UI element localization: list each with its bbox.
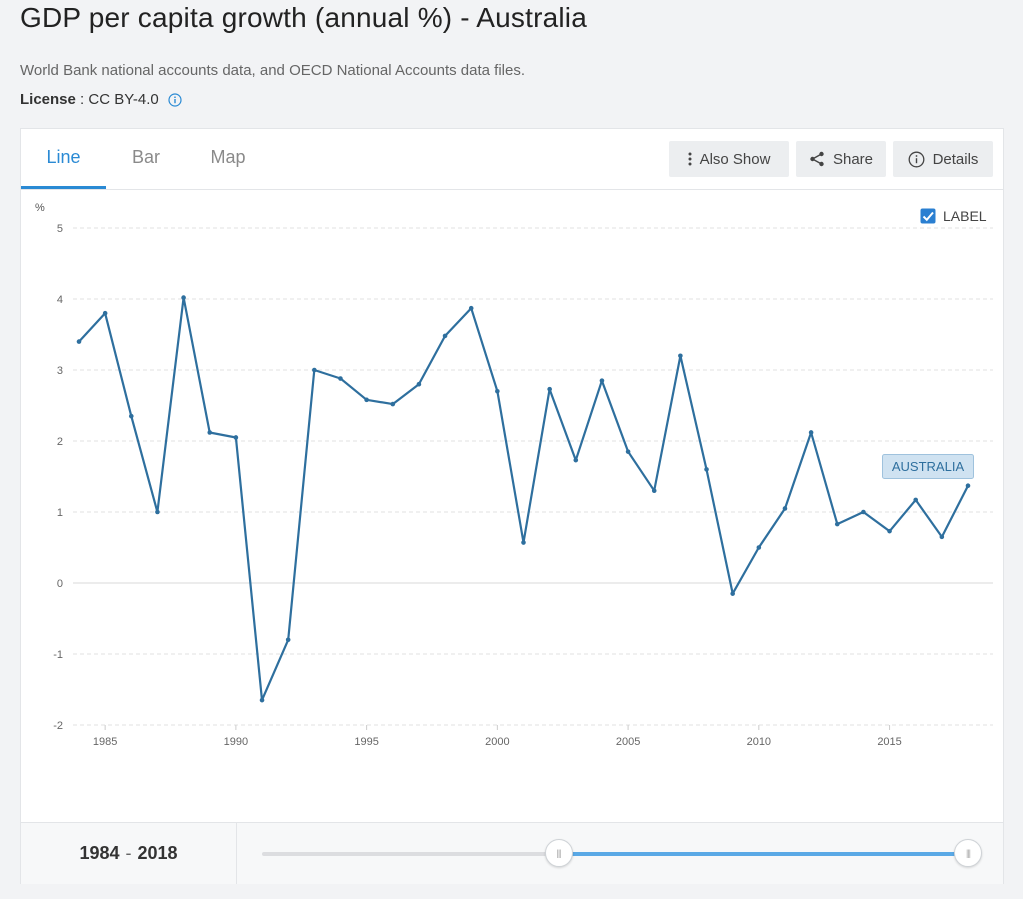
data-point[interactable] <box>678 353 683 359</box>
grid-layer <box>73 227 993 726</box>
share-button[interactable]: Share <box>796 141 886 177</box>
share-label: Share <box>832 150 874 168</box>
data-point[interactable] <box>233 435 239 440</box>
label-checkbox[interactable] <box>920 208 936 224</box>
data-point[interactable] <box>128 413 134 419</box>
y-tick-label: -1 <box>53 649 63 661</box>
label-toggle-text: LABEL <box>943 208 987 224</box>
data-point[interactable] <box>364 397 369 403</box>
series-end-label: AUSTRALIA <box>882 454 974 479</box>
data-point[interactable] <box>861 509 866 515</box>
y-tick-label: 5 <box>57 223 63 235</box>
data-point[interactable] <box>965 483 971 489</box>
license-label: License <box>20 91 76 108</box>
data-point[interactable] <box>573 457 579 463</box>
y-tick-label: 1 <box>57 507 63 519</box>
data-points <box>76 295 971 703</box>
details-label: Details <box>932 150 979 168</box>
chart-tab-bar: Line Bar Map Also Show Share Details <box>21 129 1003 190</box>
data-point[interactable] <box>521 540 526 545</box>
data-point[interactable] <box>259 697 265 703</box>
data-point[interactable] <box>730 591 735 596</box>
also-show-label: Also Show <box>699 150 771 168</box>
y-tick-label: 0 <box>57 578 63 590</box>
range-start-handle[interactable]: ||| <box>544 839 573 867</box>
x-tick-label: 2005 <box>616 736 640 748</box>
y-tick-label: 2 <box>57 436 63 448</box>
data-point[interactable] <box>939 534 945 540</box>
data-point[interactable] <box>599 378 605 383</box>
x-tick-label: 2015 <box>877 736 901 748</box>
x-tick-label: 1985 <box>93 736 117 748</box>
tab-map[interactable]: Map <box>210 147 246 167</box>
tab-bar[interactable]: Bar <box>131 147 160 167</box>
data-point[interactable] <box>704 467 709 472</box>
data-point[interactable] <box>625 449 631 454</box>
data-point[interactable] <box>207 430 213 435</box>
data-point[interactable] <box>285 637 291 643</box>
data-point[interactable] <box>312 367 317 373</box>
y-tick-label: -2 <box>53 720 63 732</box>
range-slider-selection[interactable] <box>558 852 968 856</box>
source-note: World Bank national accounts data, and O… <box>20 62 526 79</box>
y-tick-labels: 5 4 3 2 1 0 -1 -2 <box>53 223 63 732</box>
range-start: 1984 <box>79 843 120 863</box>
y-axis-unit-label: % <box>35 202 45 214</box>
data-point[interactable] <box>495 389 500 394</box>
page-title: GDP per capita growth (annual %) - Austr… <box>20 2 587 33</box>
also-show-button[interactable]: Also Show <box>669 141 789 177</box>
range-display: 1984 - 2018 <box>21 823 237 884</box>
license-line: License : CC BY-4.0 <box>20 91 182 108</box>
data-point[interactable] <box>442 333 448 339</box>
range-end-handle[interactable]: ||| <box>954 839 982 867</box>
data-point[interactable] <box>913 497 919 503</box>
more-vertical-icon <box>688 152 692 166</box>
range-footer: 1984 - 2018 ||| ||| <box>21 822 1003 884</box>
share-icon <box>810 151 824 167</box>
x-tick-label: 2010 <box>747 736 771 748</box>
data-point[interactable] <box>181 295 186 300</box>
info-icon[interactable] <box>168 92 182 107</box>
license-separator: : <box>75 91 89 108</box>
series-end-label-text: AUSTRALIA <box>892 459 965 474</box>
x-tick-label: 1990 <box>224 736 248 748</box>
range-separator: - <box>125 843 132 863</box>
data-point[interactable] <box>102 310 108 316</box>
data-point[interactable] <box>547 386 552 392</box>
label-toggle[interactable]: LABEL <box>920 208 987 224</box>
x-tick-label: 2000 <box>485 736 509 748</box>
y-tick-label: 4 <box>57 294 63 306</box>
y-tick-label: 3 <box>57 365 63 377</box>
data-point[interactable] <box>887 528 892 534</box>
data-point[interactable] <box>338 376 343 381</box>
data-point[interactable] <box>808 430 814 435</box>
checkmark-icon <box>922 211 934 222</box>
info-circle-icon <box>908 151 925 167</box>
data-point[interactable] <box>468 305 474 311</box>
chart-card: Line Bar Map Also Show Share Details 5 4 3 <box>20 128 1004 884</box>
details-button[interactable]: Details <box>893 141 993 177</box>
x-tick-labels: 1985 1990 1995 2000 2005 2010 2015 <box>93 725 902 748</box>
data-point[interactable] <box>756 545 762 550</box>
data-point[interactable] <box>651 488 657 494</box>
tab-line[interactable]: Line <box>21 129 106 189</box>
data-point[interactable] <box>782 506 788 511</box>
data-point[interactable] <box>834 521 840 527</box>
data-point[interactable] <box>76 339 82 344</box>
x-tick-label: 1995 <box>354 736 378 748</box>
license-value: CC BY-4.0 <box>88 91 159 108</box>
data-point[interactable] <box>416 381 422 387</box>
data-point[interactable] <box>155 509 160 515</box>
range-end: 2018 <box>137 843 178 863</box>
data-point[interactable] <box>390 401 396 407</box>
series-line-australia <box>78 296 969 702</box>
